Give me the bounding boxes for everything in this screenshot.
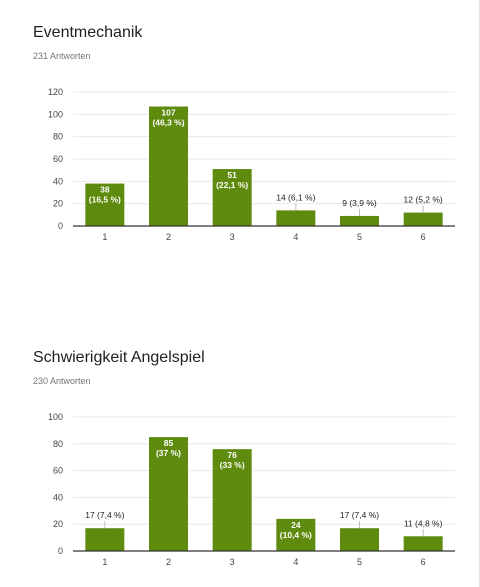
data-label: (10,4 %) bbox=[280, 530, 312, 540]
data-label: 17 (7,4 %) bbox=[340, 510, 379, 520]
y-tick-label: 0 bbox=[58, 221, 63, 231]
bar bbox=[403, 212, 443, 226]
x-tick-label: 6 bbox=[421, 232, 426, 242]
y-tick-label: 40 bbox=[53, 492, 63, 502]
y-tick-label: 0 bbox=[58, 546, 63, 556]
data-label: (46,3 %) bbox=[152, 118, 184, 128]
bar bbox=[212, 169, 252, 226]
data-label: (33 %) bbox=[220, 460, 245, 470]
data-label: 17 (7,4 %) bbox=[85, 510, 124, 520]
x-tick-label: 5 bbox=[357, 557, 362, 567]
data-label: 11 (4,8 %) bbox=[404, 518, 443, 528]
y-tick-label: 60 bbox=[53, 466, 63, 476]
data-label: (37 %) bbox=[156, 448, 181, 458]
x-tick-label: 6 bbox=[421, 557, 426, 567]
response-count: 230 Antworten bbox=[33, 376, 91, 386]
data-label: 14 (6,1 %) bbox=[276, 192, 315, 202]
data-label: 9 (3,9 %) bbox=[342, 198, 377, 208]
bar bbox=[149, 437, 188, 551]
y-tick-label: 60 bbox=[53, 154, 63, 164]
data-label: 12 (5,2 %) bbox=[404, 195, 443, 205]
bar bbox=[403, 536, 443, 551]
bar bbox=[85, 528, 125, 551]
y-tick-label: 20 bbox=[53, 519, 63, 529]
bar bbox=[340, 215, 379, 226]
bar bbox=[276, 210, 316, 226]
y-tick-label: 80 bbox=[53, 132, 63, 142]
data-label: 38 bbox=[100, 185, 110, 195]
y-tick-label: 120 bbox=[48, 87, 63, 97]
response-count: 231 Antworten bbox=[33, 51, 91, 61]
x-tick-label: 2 bbox=[166, 557, 171, 567]
data-label: 76 bbox=[227, 450, 237, 460]
x-tick-label: 4 bbox=[293, 557, 298, 567]
question-title: Eventmechanik bbox=[33, 24, 143, 41]
data-label: 85 bbox=[164, 438, 174, 448]
data-label: (16,5 %) bbox=[89, 195, 121, 205]
bar bbox=[149, 106, 188, 226]
y-tick-label: 40 bbox=[53, 176, 63, 186]
x-tick-label: 5 bbox=[357, 232, 362, 242]
x-tick-label: 3 bbox=[230, 557, 235, 567]
question-title: Schwierigkeit Angelspiel bbox=[33, 349, 205, 366]
y-tick-label: 20 bbox=[53, 199, 63, 209]
data-label: 24 bbox=[291, 520, 301, 530]
y-tick-label: 100 bbox=[48, 109, 63, 119]
y-tick-label: 100 bbox=[48, 412, 63, 422]
x-tick-label: 3 bbox=[230, 232, 235, 242]
x-tick-label: 1 bbox=[102, 557, 107, 567]
data-label: 107 bbox=[161, 108, 175, 118]
data-label: 51 bbox=[227, 170, 237, 180]
bar bbox=[85, 183, 125, 226]
x-tick-label: 1 bbox=[102, 232, 107, 242]
x-tick-label: 2 bbox=[166, 232, 171, 242]
y-tick-label: 80 bbox=[53, 439, 63, 449]
bar bbox=[212, 449, 252, 551]
x-tick-label: 4 bbox=[293, 232, 298, 242]
data-label: (22,1 %) bbox=[216, 180, 248, 190]
bar bbox=[276, 518, 316, 551]
bar bbox=[340, 528, 379, 551]
bar-chart: 0 20 40 60 80 100 17 (7,4 %) 1 85(37 %) 2 76(33 %)… bbox=[48, 412, 455, 567]
